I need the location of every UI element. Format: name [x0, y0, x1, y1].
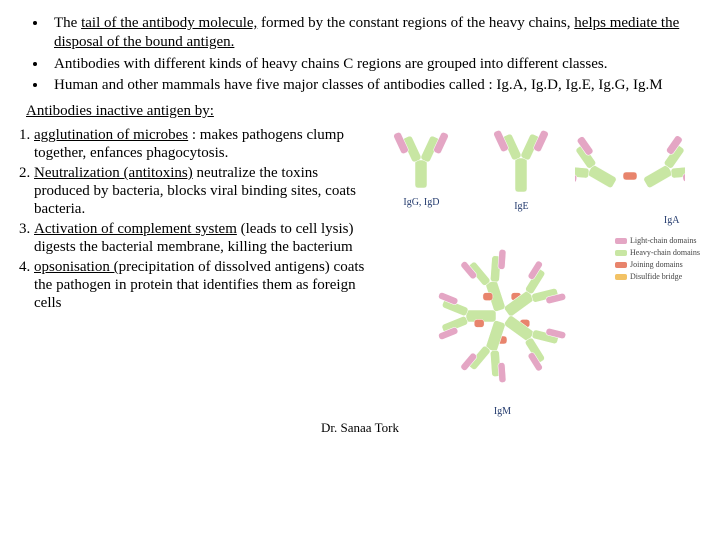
igm-label: IgM: [407, 406, 597, 417]
legend-light-swatch: [615, 238, 627, 244]
antibody-iga: IgA: [575, 132, 685, 226]
legend-bridge: Disulfide bridge: [630, 272, 682, 282]
igm-icon: [407, 226, 597, 401]
legend-join-swatch: [615, 262, 627, 268]
ige-icon: [485, 126, 557, 196]
iga-label: IgA: [575, 215, 685, 226]
m2-u: Neutralization (antitoxins): [34, 165, 193, 181]
mech-3: Activation of complement system (leads t…: [34, 220, 369, 256]
legend-bridge-swatch: [615, 274, 627, 280]
antibody-igg-igd: IgG, IgD: [385, 126, 457, 208]
mech-4: opsonisation (precipitation of dissolved…: [34, 258, 369, 312]
intro-bullets: The tail of the antibody molecule, forme…: [20, 14, 700, 95]
mechanisms-list: agglutination of microbes : makes pathog…: [20, 126, 369, 312]
antibody-igm: IgM: [407, 226, 597, 417]
bullet-1: The tail of the antibody molecule, forme…: [48, 14, 700, 52]
igg-label: IgG, IgD: [385, 197, 457, 208]
section-title: Antibodies inactive antigen by:: [26, 103, 700, 120]
b2-text: Antibodies with different kinds of heavy…: [54, 56, 607, 72]
m4-u: opsonisation (: [34, 259, 119, 275]
b3-text: Human and other mammals have five major …: [54, 77, 663, 93]
bullet-2: Antibodies with different kinds of heavy…: [48, 55, 700, 74]
antibody-panel: IgG, IgD IgE: [377, 126, 700, 416]
mechanisms-col: agglutination of microbes : makes pathog…: [20, 126, 369, 314]
legend: Light-chain domains Heavy-chain domains …: [615, 236, 700, 284]
legend-join: Joining domains: [630, 260, 683, 270]
legend-heavy-swatch: [615, 250, 627, 256]
legend-light: Light-chain domains: [630, 236, 696, 246]
b1-mid: formed by the constant regions of the he…: [257, 15, 574, 31]
ige-label: IgE: [485, 201, 557, 212]
igg-icon: [385, 126, 457, 192]
mech-2: Neutralization (antitoxins) neutralize t…: [34, 164, 369, 218]
footer-author: Dr. Sanaa Tork: [20, 420, 700, 436]
iga-icon: [575, 132, 685, 210]
mech-1: agglutination of microbes : makes pathog…: [34, 126, 369, 162]
b1-u: tail of the antibody molecule,: [81, 15, 257, 31]
antibody-diagram-col: IgG, IgD IgE: [377, 126, 700, 416]
m1-u: agglutination of microbes: [34, 127, 188, 143]
b1-pre: The: [54, 15, 81, 31]
bullet-3: Human and other mammals have five major …: [48, 76, 700, 95]
antibody-ige: IgE: [485, 126, 557, 212]
m3-u: Activation of complement system: [34, 221, 237, 237]
content-row: agglutination of microbes : makes pathog…: [20, 126, 700, 416]
legend-heavy: Heavy-chain domains: [630, 248, 700, 258]
